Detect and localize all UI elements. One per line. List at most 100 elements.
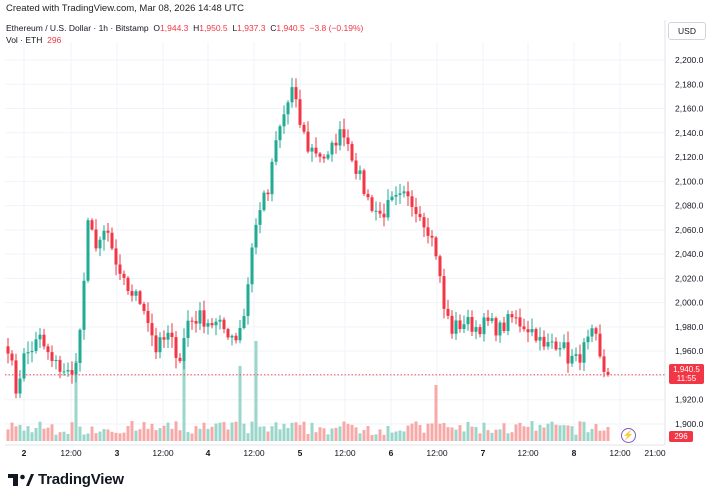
volume-bar [514, 424, 518, 441]
candle-body [514, 317, 518, 319]
candle-body [70, 370, 74, 375]
volume-bar [214, 423, 218, 441]
volume-bar [522, 426, 526, 441]
volume-bar [166, 422, 170, 441]
volume-bar [390, 432, 394, 441]
x-axis-label: 21:00 [644, 448, 666, 458]
candle-body [218, 319, 222, 322]
volume-bar [294, 422, 298, 441]
volume-bar [182, 353, 186, 441]
volume-label[interactable]: Vol · ETH [6, 35, 43, 45]
volume-bar [490, 432, 494, 441]
candle-body [482, 317, 486, 335]
volume-bar [486, 430, 490, 441]
candle-body [146, 310, 150, 324]
volume-bar [62, 431, 66, 441]
candle-body [254, 224, 258, 248]
volume-bar [586, 432, 590, 441]
candle-body [506, 314, 510, 331]
volume-bar [510, 432, 514, 441]
volume-bar [370, 434, 374, 441]
candle-body [274, 140, 278, 162]
tradingview-logo: TradingView [8, 471, 124, 488]
candle-body [158, 337, 162, 353]
close-value: 1,940.5 [276, 23, 305, 33]
volume-bar [174, 421, 178, 441]
volume-bar [386, 426, 390, 441]
y-axis-label: 2,020.0 [675, 273, 704, 283]
volume-bar [290, 422, 294, 441]
volume-bar [538, 424, 542, 441]
volume-bar [266, 431, 270, 441]
volume-bar [358, 433, 362, 441]
volume-bar [30, 432, 34, 441]
candle-body [342, 129, 346, 138]
candle-body [118, 264, 122, 274]
volume-bar [154, 430, 158, 441]
candle-body [214, 321, 218, 326]
volume-bar [518, 422, 522, 441]
candle-body [82, 280, 86, 330]
candle-body [354, 160, 358, 174]
currency-button[interactable]: USD [668, 22, 706, 40]
volume-bar [462, 431, 466, 441]
y-axis-label: 1,920.0 [675, 395, 704, 405]
candle-body [66, 370, 70, 372]
candle-body [338, 129, 342, 146]
volume-bar [66, 433, 70, 441]
volume-bar [598, 430, 602, 441]
candle-body [198, 310, 202, 324]
candle-body [510, 314, 514, 318]
candle-body [518, 317, 522, 327]
candle-body [110, 232, 114, 249]
candle-body [566, 342, 570, 364]
y-axis-label: 1,960.0 [675, 346, 704, 356]
candle-body [102, 230, 106, 240]
candle-body [278, 126, 282, 141]
volume-bar [242, 423, 246, 441]
candle-body [122, 273, 126, 278]
volume-bar [46, 427, 50, 441]
volume-bar [570, 426, 574, 441]
tradingview-logo-icon [8, 473, 34, 486]
candle-body [22, 353, 26, 379]
volume-bar [82, 434, 86, 441]
candle-body [454, 320, 458, 334]
candle-body [258, 210, 262, 225]
lightning-icon[interactable]: ⚡ [621, 428, 636, 443]
candle-body [202, 310, 206, 327]
volume-bar [226, 429, 230, 441]
y-axis-label: 2,040.0 [675, 249, 704, 259]
volume-bar [582, 421, 586, 441]
volume-bar [170, 428, 174, 441]
candle-body [398, 193, 402, 195]
candle-body [50, 352, 54, 361]
volume-bar [206, 428, 210, 441]
candle-body [502, 322, 506, 331]
x-axis-label: 7 [481, 448, 486, 458]
volume-bar [382, 434, 386, 441]
volume-bar [250, 421, 254, 441]
candle-body [186, 320, 190, 339]
volume-bar [262, 426, 266, 441]
volume-bar [114, 432, 118, 441]
candle-body [298, 99, 302, 125]
candle-body [570, 355, 574, 364]
candle-body [598, 333, 602, 357]
volume-bar [18, 424, 22, 441]
candle-body [246, 284, 250, 317]
volume-bar [42, 428, 46, 441]
candle-body [386, 200, 390, 218]
candle-body [54, 359, 58, 361]
candle-body [542, 336, 546, 347]
candle-body [434, 237, 438, 257]
volume-bar [478, 433, 482, 441]
candle-body [322, 156, 326, 159]
candle-body [326, 154, 330, 159]
candle-body [78, 329, 82, 363]
candle-body [562, 342, 566, 349]
candle-body [574, 354, 578, 356]
volume-bar [450, 427, 454, 441]
symbol-name[interactable]: Ethereum / U.S. Dollar · 1h · Bitstamp [6, 23, 149, 33]
